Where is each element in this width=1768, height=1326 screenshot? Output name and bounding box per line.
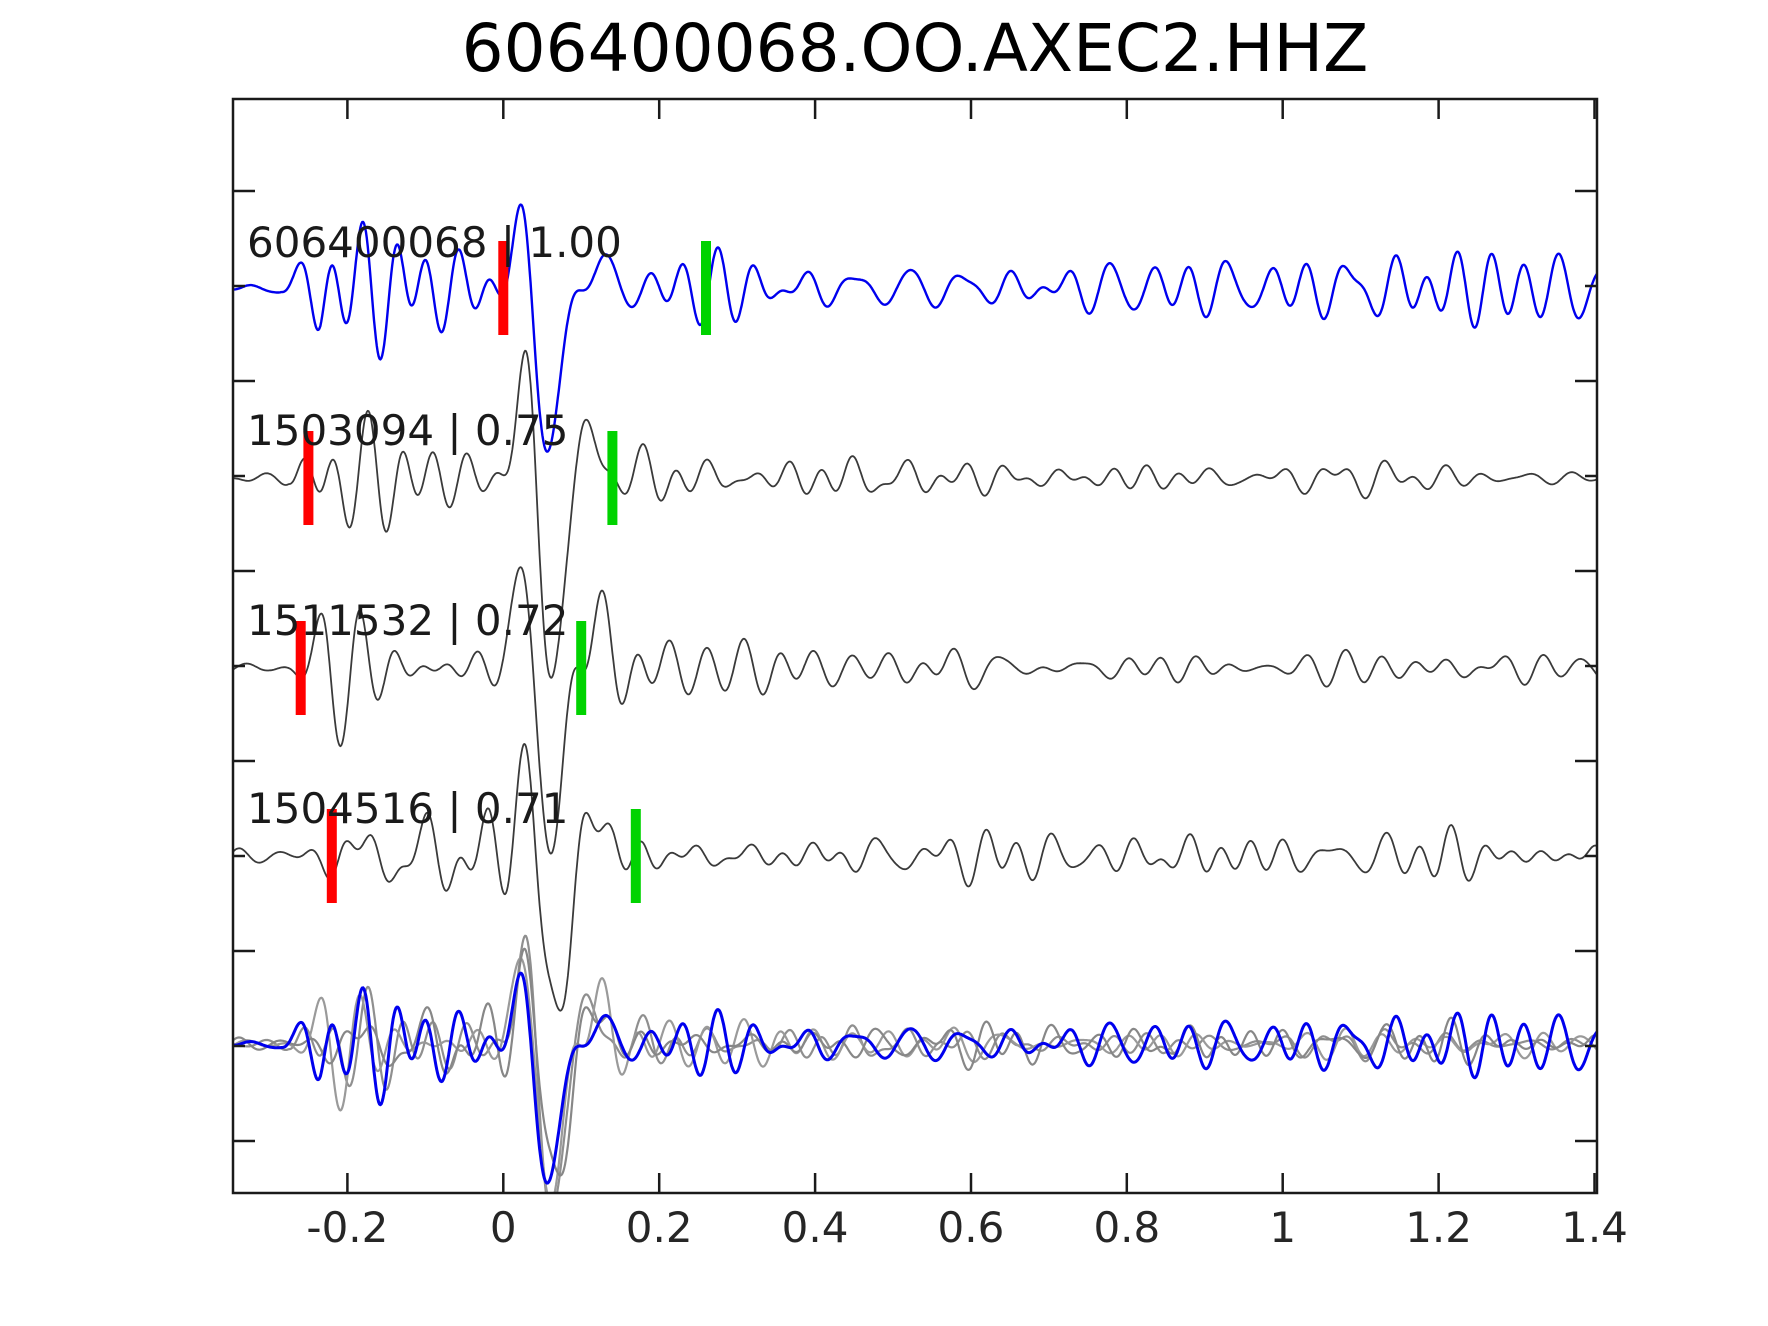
x-tick-label-0.4: 0.4	[781, 1203, 849, 1252]
trace-label-1503094: 1503094 | 0.75	[247, 406, 569, 455]
red-pick-marker-1503094	[303, 431, 314, 525]
red-pick-marker-606400068	[498, 241, 509, 335]
x-tick-label-0.6: 0.6	[937, 1203, 1005, 1252]
waveform-trace-606400068	[233, 203, 1597, 453]
waveform-layer	[233, 203, 1597, 1193]
waveform-trace-1504516	[233, 743, 1597, 1012]
waveform-trace-1503094	[233, 349, 1597, 679]
red-pick-marker-1511532	[295, 621, 306, 715]
x-tick-label-0.2: 0.2	[625, 1203, 693, 1252]
x-tick-label-1.4: 1.4	[1561, 1203, 1628, 1252]
waveform-trace-1511532	[233, 566, 1597, 855]
trace-label-1504516: 1504516 | 0.71	[247, 784, 569, 833]
figure-title: 606400068.OO.AXEC2.HHZ	[461, 10, 1369, 87]
overlay-trace-1511532	[233, 957, 1597, 1193]
overlay-trace-1504516	[233, 947, 1597, 1177]
trace-label-1511532: 1511532 | 0.72	[247, 596, 569, 645]
x-tick-label-1.2: 1.2	[1405, 1203, 1472, 1252]
x-tick-label-0: 0	[489, 1203, 517, 1252]
trace-label-606400068: 606400068 | 1.00	[247, 218, 622, 267]
red-pick-marker-1504516	[326, 809, 337, 903]
green-pick-marker-1504516	[630, 809, 641, 903]
green-pick-marker-606400068	[701, 241, 711, 335]
plot-border	[231, 97, 1599, 1195]
overlay-trace-606400068	[233, 971, 1597, 1185]
x-tick-label-1: 1	[1269, 1203, 1297, 1252]
green-pick-marker-1511532	[576, 621, 587, 715]
x-tick-label--0.2: -0.2	[306, 1203, 389, 1252]
green-pick-marker-1503094	[607, 431, 618, 525]
x-tick-label-0.8: 0.8	[1093, 1203, 1161, 1252]
